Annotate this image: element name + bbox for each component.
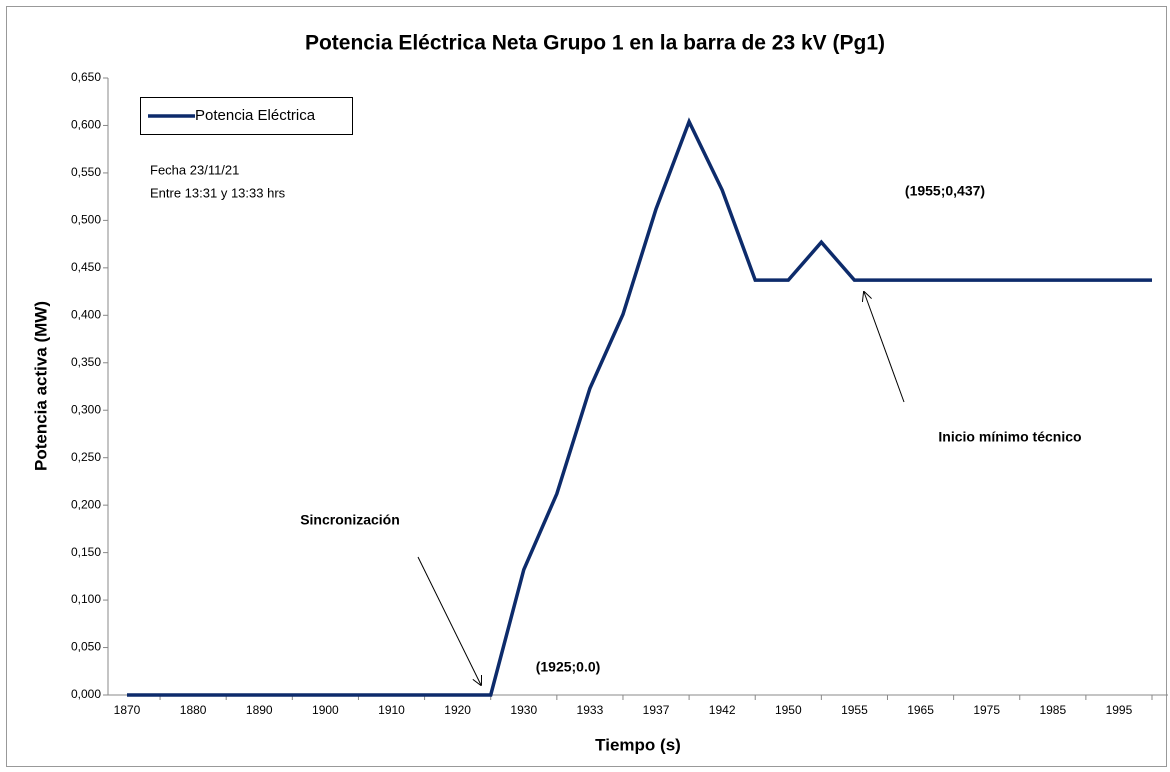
- annotation: Sincronización: [300, 512, 400, 528]
- x-tick-label: 1965: [907, 703, 934, 717]
- annotation: (1925;0.0): [536, 659, 601, 675]
- x-tick-label: 1950: [775, 703, 802, 717]
- arrow: [864, 292, 905, 403]
- x-tick-label: 1910: [378, 703, 405, 717]
- legend-label: Potencia Eléctrica: [195, 107, 316, 124]
- x-tick-label: 1880: [180, 703, 207, 717]
- data-line: [127, 117, 1152, 697]
- x-tick-label: 1900: [312, 703, 339, 717]
- x-tick-label: 1933: [577, 703, 604, 717]
- annotation: Fecha 23/11/21: [150, 162, 239, 177]
- y-tick-label: 0,350: [71, 355, 101, 369]
- y-axis-label: Potencia activa (MW): [31, 301, 50, 471]
- chart-title: Potencia Eléctrica Neta Grupo 1 en la ba…: [305, 32, 885, 55]
- y-tick-label: 0,050: [71, 640, 101, 654]
- y-tick-label: 0,450: [71, 260, 101, 274]
- x-tick-label: 1890: [246, 703, 273, 717]
- y-tick-label: 0,300: [71, 402, 101, 416]
- y-tick-label: 0,150: [71, 545, 101, 559]
- y-tick-label: 0,250: [71, 450, 101, 464]
- y-tick-label: 0,650: [71, 70, 101, 84]
- x-tick-label: 1995: [1106, 703, 1133, 717]
- x-tick-label: 1975: [973, 703, 1000, 717]
- x-tick-label: 1955: [841, 703, 868, 717]
- y-tick-label: 0,400: [71, 307, 101, 321]
- x-tick-label: 1930: [510, 703, 537, 717]
- y-tick-label: 0,550: [71, 165, 101, 179]
- x-tick-label: 1942: [709, 703, 736, 717]
- annotation: (1955;0,437): [905, 183, 985, 199]
- x-tick-label: 1937: [643, 703, 670, 717]
- x-axis-label: Tiempo (s): [595, 735, 681, 754]
- x-tick-label: 1920: [444, 703, 471, 717]
- x-tick-label: 1985: [1039, 703, 1066, 717]
- y-tick-label: 0,500: [71, 213, 101, 227]
- y-tick-label: 0,100: [71, 592, 101, 606]
- y-tick-label: 0,600: [71, 118, 101, 132]
- y-tick-label: 0,200: [71, 497, 101, 511]
- arrow: [417, 556, 481, 685]
- annotation: Entre 13:31 y 13:33 hrs: [150, 185, 286, 200]
- y-tick-label: 0,000: [71, 687, 101, 701]
- x-tick-label: 1870: [114, 703, 141, 717]
- annotation: Inicio mínimo técnico: [938, 429, 1081, 445]
